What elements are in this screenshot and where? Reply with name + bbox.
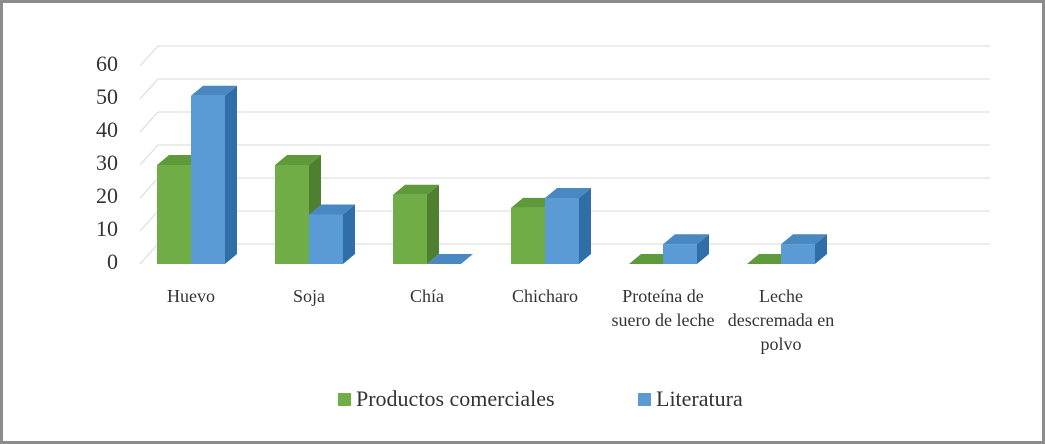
bar-face — [275, 155, 321, 165]
bar-face — [781, 244, 815, 264]
bar-face — [545, 198, 579, 264]
bar-face — [427, 184, 439, 264]
bar — [309, 204, 355, 264]
y-tick-label: 40 — [96, 117, 118, 142]
y-tick-label: 20 — [96, 183, 118, 208]
bar-face — [275, 165, 309, 264]
bar-face — [393, 194, 427, 264]
grid-line — [139, 144, 990, 166]
bar-face — [545, 188, 591, 198]
bar-face — [663, 234, 709, 245]
grid-line — [139, 78, 990, 100]
y-tick-label: 30 — [96, 150, 118, 175]
bar-face — [427, 254, 473, 264]
bar-face — [309, 204, 355, 215]
bar-face — [225, 85, 237, 264]
bar-face — [781, 234, 827, 245]
y-tick-label: 0 — [107, 249, 118, 274]
bar-face — [511, 207, 545, 264]
bar-face — [191, 95, 225, 264]
bar-face — [697, 234, 709, 264]
y-tick-label: 50 — [96, 84, 118, 109]
bar — [427, 254, 473, 264]
bar — [545, 188, 591, 264]
bar-face — [309, 214, 343, 264]
bar-face — [815, 234, 827, 264]
bar-face — [579, 188, 591, 264]
legend-swatch — [638, 393, 651, 406]
y-tick-label: 60 — [96, 51, 118, 76]
x-tick-label: Huevo — [167, 286, 215, 306]
x-tick-label: Leche descremada en polvo — [727, 286, 835, 354]
grid-line — [139, 111, 990, 133]
grid-line — [139, 45, 990, 67]
legend-label: Productos comerciales — [356, 386, 555, 411]
bar-face — [157, 165, 191, 264]
bar-face — [191, 85, 237, 96]
bar — [781, 234, 827, 264]
x-tick-label: Chía — [410, 286, 444, 306]
legend-label: Literatura — [656, 386, 743, 411]
y-tick-label: 10 — [96, 216, 118, 241]
x-tick-label: Proteína de suero de leche — [611, 286, 715, 330]
bar-face — [393, 184, 439, 195]
bar-face — [663, 244, 697, 264]
bar — [663, 234, 709, 264]
bar-face — [343, 204, 355, 264]
legend-swatch — [338, 393, 351, 406]
x-tick-label: Chicharo — [512, 286, 578, 306]
bar — [191, 85, 237, 264]
bar — [393, 184, 439, 264]
x-tick-label: Soja — [292, 286, 325, 306]
